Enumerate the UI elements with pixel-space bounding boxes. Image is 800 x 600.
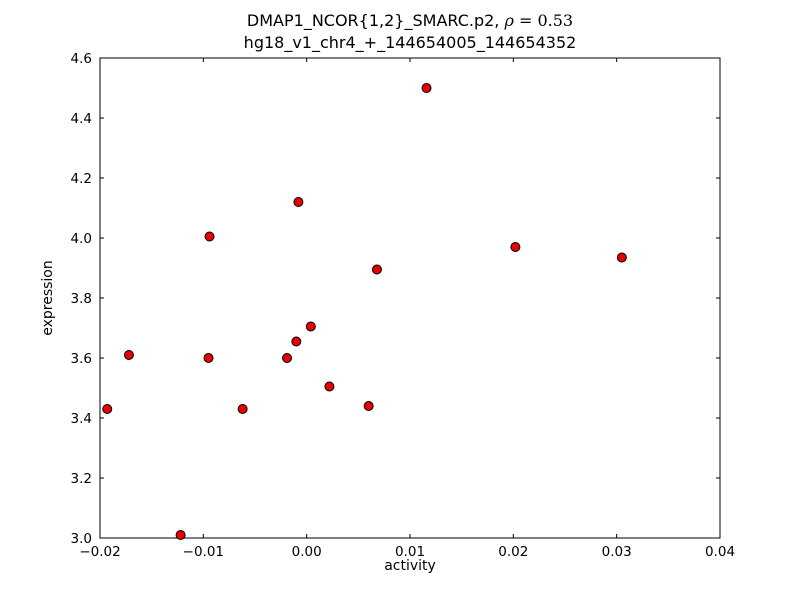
scatter-point — [102, 404, 113, 414]
scatter-point — [291, 336, 302, 347]
chart-title: DMAP1_NCOR{1,2}_SMARC.p2, ρ = 0.53 hg18_… — [100, 10, 720, 54]
scatter-point — [305, 321, 316, 332]
chart-title-line2: hg18_v1_chr4_+_144654005_144654352 — [243, 33, 577, 52]
x-axis-label: activity — [384, 558, 436, 574]
scatter-point — [237, 404, 248, 414]
scatter-point — [175, 530, 186, 540]
scatter-point — [123, 350, 134, 360]
scatter-point — [324, 381, 335, 392]
y-tick-label: 3.4 — [71, 411, 92, 427]
scatter-point — [293, 197, 304, 207]
x-tick-label: 0.01 — [395, 544, 425, 560]
title-prefix-text: DMAP1_NCOR{1,2}_SMARC.p2, — [246, 11, 505, 30]
y-tick-label: 3.8 — [71, 291, 92, 307]
y-tick-label: 3.6 — [71, 351, 92, 367]
y-tick-label: 3.2 — [71, 471, 92, 487]
x-tick-label: 0.04 — [705, 544, 735, 560]
scatter-point — [203, 353, 214, 363]
y-tick-label: 4.2 — [71, 171, 92, 187]
y-tick-label: 3.0 — [71, 531, 92, 547]
x-tick-label: 0.02 — [498, 544, 528, 560]
axes-frame — [99, 57, 721, 539]
scatter-point — [282, 353, 293, 363]
x-tick-label: −0.02 — [79, 544, 120, 560]
scatter-point — [204, 231, 215, 242]
scatter-point — [510, 242, 521, 252]
y-tick-label: 4.6 — [71, 51, 92, 67]
x-tick-label: 0.00 — [292, 544, 322, 560]
rho-symbol: ρ — [504, 11, 514, 30]
scatter-point — [371, 264, 382, 275]
x-tick-label: −0.01 — [183, 544, 224, 560]
chart-title-line1: DMAP1_NCOR{1,2}_SMARC.p2, ρ = 0.53 — [100, 10, 720, 32]
y-tick-label: 4.0 — [71, 231, 92, 247]
y-tick-label: 4.4 — [71, 111, 92, 127]
scatter-point — [421, 83, 432, 93]
x-tick-label: 0.03 — [602, 544, 632, 560]
scatter-point — [616, 252, 627, 263]
rho-value: = 0.53 — [513, 11, 574, 30]
scatter-point — [363, 401, 374, 411]
